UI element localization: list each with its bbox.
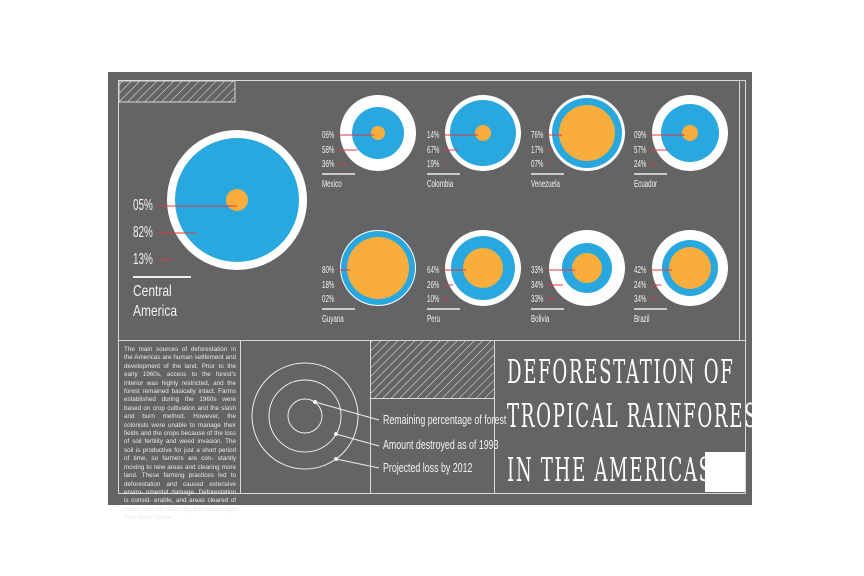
ring-remaining-bolivia bbox=[572, 253, 602, 283]
region-name-bolivia: Bolivia bbox=[531, 314, 550, 325]
value-remaining-brazil: 42% bbox=[634, 265, 647, 276]
value-destroyed-central-america: 82% bbox=[133, 224, 153, 241]
ring-remaining-brazil bbox=[669, 247, 711, 289]
value-destroyed-peru: 26% bbox=[427, 280, 440, 291]
legend-projected: Projected loss by 2012 bbox=[383, 460, 473, 475]
value-destroyed-brazil: 24% bbox=[634, 280, 647, 291]
legend-dot bbox=[334, 432, 338, 436]
value-destroyed-bolivia: 34% bbox=[531, 280, 544, 291]
value-remaining-venezuela: 76% bbox=[531, 130, 544, 141]
value-remaining-bolivia: 33% bbox=[531, 265, 544, 276]
ring-remaining-peru bbox=[463, 248, 503, 288]
legend-pointer bbox=[335, 433, 380, 447]
legend-destroyed: Amount destroyed as of 1993 bbox=[383, 437, 499, 452]
inner-frame bbox=[118, 80, 746, 494]
region-name-colombia: Colombia bbox=[427, 179, 454, 190]
value-remaining-colombia: 14% bbox=[427, 130, 440, 141]
region-name-mexico: Mexico bbox=[322, 179, 342, 190]
value-projected-mexico: 36% bbox=[322, 159, 335, 170]
ring-remaining-venezuela bbox=[559, 105, 615, 161]
hatch-box-top bbox=[118, 80, 236, 103]
value-projected-venezuela: 07% bbox=[531, 159, 544, 170]
legend-remaining: Remaining percentage of forest bbox=[383, 412, 507, 427]
value-remaining-mexico: 06% bbox=[322, 130, 335, 141]
region-name-guyana: Guyana bbox=[322, 314, 344, 325]
description-text: The main sources of deforestation in the… bbox=[124, 346, 236, 522]
ring-remaining-ecuador bbox=[682, 125, 698, 141]
value-destroyed-venezuela: 17% bbox=[531, 145, 544, 156]
ring-remaining-central-america bbox=[226, 189, 248, 211]
ring-remaining-colombia bbox=[475, 125, 491, 141]
value-projected-bolivia: 33% bbox=[531, 294, 544, 305]
title-line-1: DEFORESTATION OF bbox=[507, 352, 735, 391]
legend-ring-remaining bbox=[287, 398, 323, 434]
ring-remaining-mexico bbox=[371, 126, 385, 140]
value-projected-ecuador: 24% bbox=[634, 159, 647, 170]
title-line-3: IN THE AMERICAS bbox=[507, 450, 713, 489]
white-square bbox=[705, 452, 745, 492]
value-destroyed-colombia: 67% bbox=[427, 145, 440, 156]
legend-ring-destroyed bbox=[268, 379, 342, 453]
legend-pointer bbox=[314, 401, 380, 421]
value-destroyed-guyana: 18% bbox=[322, 280, 335, 291]
hatch-box-legend bbox=[371, 341, 494, 398]
value-remaining-ecuador: 09% bbox=[634, 130, 647, 141]
region-name-central-america: Central America bbox=[133, 283, 178, 320]
region-name-brazil: Brazil bbox=[634, 314, 650, 325]
value-remaining-peru: 64% bbox=[427, 265, 440, 276]
legend-dot bbox=[313, 400, 317, 404]
value-remaining-central-america: 05% bbox=[133, 197, 153, 214]
value-destroyed-ecuador: 57% bbox=[634, 145, 647, 156]
region-name-venezuela: Venezuela bbox=[531, 179, 560, 190]
value-projected-guyana: 02% bbox=[322, 294, 335, 305]
value-remaining-guyana: 80% bbox=[322, 265, 335, 276]
title-line-2: TROPICAL RAINFORESTS bbox=[507, 396, 787, 435]
value-destroyed-mexico: 58% bbox=[322, 145, 335, 156]
value-projected-central-america: 13% bbox=[133, 251, 153, 268]
value-projected-colombia: 19% bbox=[427, 159, 440, 170]
region-name-peru: Peru bbox=[427, 314, 441, 325]
value-projected-brazil: 34% bbox=[634, 294, 647, 305]
legend-ring-projected bbox=[251, 362, 359, 470]
region-name-ecuador: Ecuador bbox=[634, 179, 658, 190]
legend-pointer bbox=[335, 458, 380, 469]
ring-remaining-guyana bbox=[347, 237, 409, 299]
legend-dot bbox=[334, 457, 338, 461]
value-projected-peru: 10% bbox=[427, 294, 440, 305]
